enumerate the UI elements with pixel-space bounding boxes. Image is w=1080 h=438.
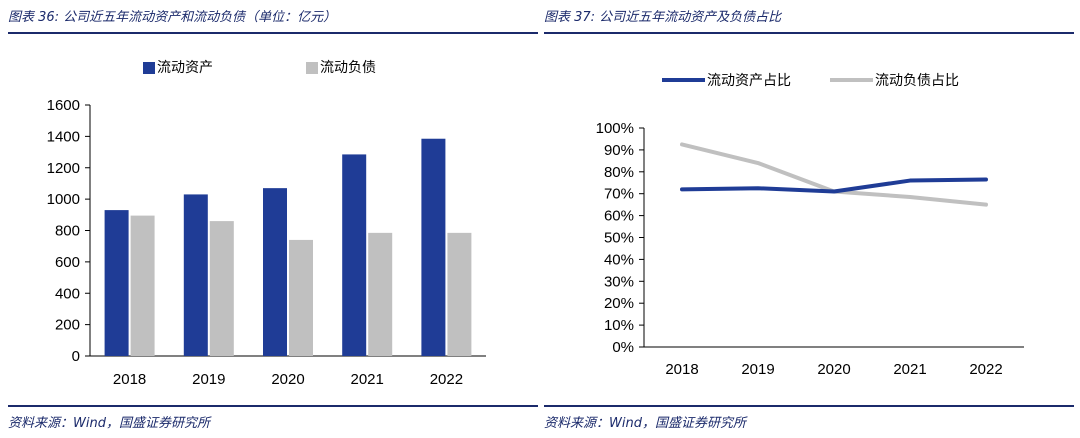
y-tick-label: 0 bbox=[72, 348, 80, 365]
x-tick-label: 2020 bbox=[271, 371, 304, 388]
x-tick-label: 2022 bbox=[969, 361, 1002, 378]
bar bbox=[209, 221, 234, 356]
y-tick-label: 60% bbox=[604, 208, 634, 225]
series-line bbox=[680, 142, 988, 207]
bar bbox=[447, 232, 472, 356]
bar bbox=[104, 210, 129, 356]
source-divider bbox=[8, 405, 538, 407]
chart-caption: 图表 36: 公司近五年流动资产和流动负债（单位：亿元） bbox=[8, 10, 337, 25]
line-chart-panel: 图表 37: 公司近五年流动资产及负债占比 流动资产占比 流动负债占比 0% 10% 2… bbox=[544, 0, 1074, 438]
legend-swatch bbox=[306, 62, 318, 74]
x-tick-label: 2020 bbox=[817, 361, 850, 378]
y-tick-label: 600 bbox=[55, 254, 80, 271]
y-tick-label: 400 bbox=[55, 285, 80, 302]
x-tick-label: 2019 bbox=[741, 361, 774, 378]
y-tick-label: 90% bbox=[604, 142, 634, 159]
bar-chart: 流动资产 流动负债 0 200 400 600 800 1000 1200 1400 1600 201… bbox=[47, 60, 486, 388]
y-tick-label: 1400 bbox=[47, 128, 80, 145]
legend-label: 流动资产 bbox=[157, 60, 213, 76]
y-tick-label: 10% bbox=[604, 317, 634, 334]
bar bbox=[289, 239, 313, 356]
y-tick-label: 30% bbox=[604, 273, 634, 290]
legend-label: 流动负债占比 bbox=[875, 73, 959, 89]
y-tick-label: 20% bbox=[604, 295, 634, 312]
x-tick-label: 2018 bbox=[665, 361, 698, 378]
y-tick-label: 100% bbox=[596, 120, 634, 137]
y-tick-label: 0% bbox=[612, 339, 634, 356]
bar bbox=[342, 154, 367, 356]
x-tick-label: 2021 bbox=[893, 361, 926, 378]
chart-caption: 图表 37: 公司近五年流动资产及负债占比 bbox=[544, 10, 782, 25]
source-divider bbox=[544, 405, 1074, 407]
bar-chart-panel: 图表 36: 公司近五年流动资产和流动负债（单位：亿元） 流动资产 流动负债 0 20… bbox=[8, 0, 538, 438]
y-tick-label: 50% bbox=[604, 230, 634, 247]
legend-swatch bbox=[143, 62, 155, 74]
y-tick-label: 1200 bbox=[47, 160, 80, 177]
y-tick-label: 1600 bbox=[47, 97, 80, 114]
bar bbox=[368, 232, 393, 356]
y-tick-label: 80% bbox=[604, 164, 634, 181]
x-tick-label: 2019 bbox=[192, 371, 225, 388]
y-tick-label: 800 bbox=[55, 223, 80, 240]
x-tick-label: 2021 bbox=[351, 371, 384, 388]
bar bbox=[421, 138, 446, 356]
caption-divider bbox=[8, 32, 538, 34]
chart-source: 资料来源：Wind，国盛证券研究所 bbox=[8, 416, 210, 431]
legend-label: 流动负债 bbox=[320, 60, 376, 76]
x-tick-label: 2018 bbox=[113, 371, 146, 388]
bar bbox=[183, 194, 208, 356]
bar bbox=[130, 215, 155, 356]
series-line bbox=[680, 177, 988, 194]
y-tick-label: 40% bbox=[604, 251, 634, 268]
y-tick-label: 70% bbox=[604, 186, 634, 203]
chart-source: 资料来源：Wind，国盛证券研究所 bbox=[544, 416, 746, 431]
x-tick-label: 2022 bbox=[430, 371, 463, 388]
y-tick-label: 200 bbox=[55, 317, 80, 334]
bar bbox=[263, 188, 287, 356]
caption-divider bbox=[544, 32, 1074, 34]
y-tick-label: 1000 bbox=[47, 191, 80, 208]
legend-label: 流动资产占比 bbox=[707, 73, 791, 89]
line-chart: 流动资产占比 流动负债占比 0% 10% 20% 30% 40% 50% 60% 70% 80% 90… bbox=[596, 73, 1024, 378]
